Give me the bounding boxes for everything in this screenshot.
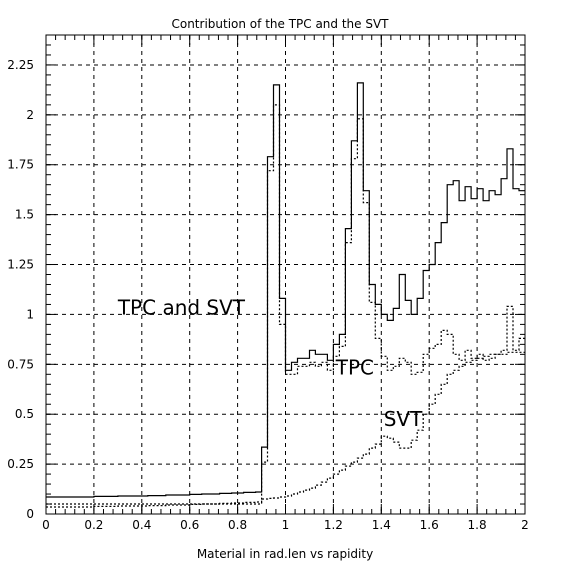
y-tick-label: 0: [26, 507, 34, 521]
y-tick-labels: 0 0.25 0.5 0.75 1 1.25 1.5 1.75 2 2.25: [7, 58, 34, 521]
y-tick-label: 0.5: [15, 407, 34, 421]
x-tick-label: 1: [282, 518, 290, 532]
axis-ticks: [45, 34, 526, 515]
y-tick-label: 0.25: [7, 457, 34, 471]
y-tick-label: 1: [26, 307, 34, 321]
y-tick-label: 1.25: [7, 258, 34, 272]
x-tick-label: 1.8: [468, 518, 487, 532]
x-tick-label: 0: [42, 518, 50, 532]
x-tick-label: 1.4: [372, 518, 391, 532]
x-axis-label: Material in rad.len vs rapidity: [197, 547, 373, 561]
y-tick-label: 1.5: [15, 208, 34, 222]
x-tick-label: 1.6: [420, 518, 439, 532]
x-tick-label: 0.4: [132, 518, 151, 532]
x-tick-labels: 0 0.2 0.4 0.6 0.8 1 1.2 1.4 1.6 1.8 2: [42, 518, 529, 532]
y-tick-label: 1.75: [7, 158, 34, 172]
series-svt-line: [46, 351, 525, 508]
annotation-tpc-and-svt: TPC and SVT: [117, 295, 246, 319]
y-tick-label: 0.75: [7, 357, 34, 371]
x-tick-label: 1.2: [324, 518, 343, 532]
series-group: [46, 82, 525, 508]
y-tick-label: 2.25: [7, 58, 34, 72]
x-tick-label: 0.2: [84, 518, 103, 532]
annotations: TPC and SVT TPC SVT: [117, 295, 423, 431]
chart-title: Contribution of the TPC and the SVT: [171, 17, 389, 31]
annotation-tpc: TPC: [335, 355, 374, 379]
x-tick-label: 0.8: [228, 518, 247, 532]
x-tick-label: 0.6: [180, 518, 199, 532]
y-tick-label: 2: [26, 108, 34, 122]
x-tick-label: 2: [521, 518, 529, 532]
annotation-svt: SVT: [384, 407, 423, 431]
series-tpc-line: [46, 104, 525, 505]
series-tpc-and-svt-line: [46, 82, 525, 498]
